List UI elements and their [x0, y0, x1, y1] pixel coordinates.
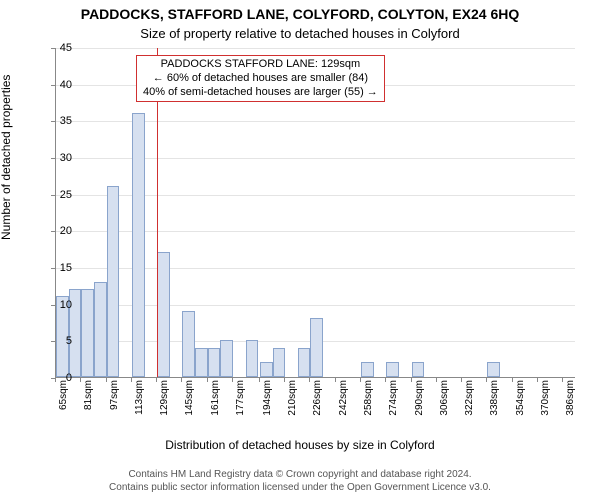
- annotation-line2: ← 60% of detached houses are smaller (84…: [143, 72, 378, 86]
- x-tick-mark: [106, 378, 107, 382]
- y-tick-mark: [51, 231, 55, 232]
- x-tick-label: 194sqm: [262, 380, 273, 430]
- histogram-bar: [220, 340, 233, 377]
- histogram-bar: [107, 186, 120, 377]
- x-tick-mark: [259, 378, 260, 382]
- histogram-bar: [195, 348, 208, 377]
- x-tick-mark: [207, 378, 208, 382]
- annotation-line3: 40% of semi-detached houses are larger (…: [143, 86, 378, 100]
- y-tick-mark: [51, 305, 55, 306]
- x-tick-label: 370sqm: [540, 380, 551, 430]
- x-tick-label: 242sqm: [338, 380, 349, 430]
- x-tick-mark: [181, 378, 182, 382]
- marker-annotation: PADDOCKS STAFFORD LANE: 129sqm ← 60% of …: [136, 55, 385, 102]
- x-axis-label: Distribution of detached houses by size …: [0, 438, 600, 452]
- x-tick-label: 113sqm: [134, 380, 145, 430]
- histogram-bar: [94, 282, 107, 377]
- x-tick-label: 81sqm: [83, 380, 94, 430]
- x-tick-mark: [537, 378, 538, 382]
- histogram-bar: [246, 340, 259, 377]
- x-tick-label: 210sqm: [287, 380, 298, 430]
- histogram-bar: [132, 113, 145, 377]
- x-tick-mark: [562, 378, 563, 382]
- y-tick-mark: [51, 195, 55, 196]
- x-tick-label: 274sqm: [388, 380, 399, 430]
- histogram-bar: [310, 318, 323, 377]
- y-tick-mark: [51, 268, 55, 269]
- x-tick-mark: [512, 378, 513, 382]
- x-tick-label: 322sqm: [464, 380, 475, 430]
- histogram-bar: [273, 348, 286, 377]
- footer-attribution: Contains HM Land Registry data © Crown c…: [0, 468, 600, 494]
- histogram-bar: [208, 348, 221, 377]
- x-tick-label: 65sqm: [58, 380, 69, 430]
- x-tick-mark: [156, 378, 157, 382]
- y-tick-mark: [51, 158, 55, 159]
- x-tick-mark: [232, 378, 233, 382]
- x-tick-label: 258sqm: [363, 380, 374, 430]
- footer-line2: Contains public sector information licen…: [0, 481, 600, 494]
- histogram-bar: [157, 252, 170, 377]
- x-tick-mark: [335, 378, 336, 382]
- chart-title: PADDOCKS, STAFFORD LANE, COLYFORD, COLYT…: [0, 6, 600, 22]
- x-tick-mark: [284, 378, 285, 382]
- x-tick-mark: [486, 378, 487, 382]
- x-tick-mark: [461, 378, 462, 382]
- x-tick-mark: [385, 378, 386, 382]
- x-tick-mark: [80, 378, 81, 382]
- histogram-bar: [361, 362, 374, 377]
- x-tick-label: 177sqm: [235, 380, 246, 430]
- histogram-bar: [412, 362, 425, 377]
- y-tick-mark: [51, 121, 55, 122]
- histogram-bar: [81, 289, 94, 377]
- x-tick-label: 354sqm: [515, 380, 526, 430]
- histogram-bar: [260, 362, 273, 377]
- x-tick-label: 386sqm: [565, 380, 576, 430]
- x-tick-label: 129sqm: [159, 380, 170, 430]
- x-tick-mark: [360, 378, 361, 382]
- x-tick-mark: [131, 378, 132, 382]
- x-tick-mark: [55, 378, 56, 382]
- histogram-bar: [487, 362, 500, 377]
- chart-subtitle: Size of property relative to detached ho…: [0, 26, 600, 41]
- x-tick-mark: [436, 378, 437, 382]
- x-tick-label: 145sqm: [184, 380, 195, 430]
- x-tick-label: 161sqm: [210, 380, 221, 430]
- histogram-bar: [182, 311, 195, 377]
- x-tick-mark: [411, 378, 412, 382]
- histogram-bar: [386, 362, 399, 377]
- annotation-line1: PADDOCKS STAFFORD LANE: 129sqm: [143, 58, 378, 72]
- y-axis-label: Number of detached properties: [0, 75, 13, 240]
- y-tick-mark: [51, 341, 55, 342]
- x-tick-label: 306sqm: [439, 380, 450, 430]
- histogram-bar: [298, 348, 311, 377]
- x-tick-label: 290sqm: [414, 380, 425, 430]
- chart-container: PADDOCKS, STAFFORD LANE, COLYFORD, COLYT…: [0, 0, 600, 500]
- x-tick-label: 338sqm: [489, 380, 500, 430]
- x-tick-label: 226sqm: [312, 380, 323, 430]
- y-tick-mark: [51, 48, 55, 49]
- x-tick-label: 97sqm: [109, 380, 120, 430]
- footer-line1: Contains HM Land Registry data © Crown c…: [0, 468, 600, 481]
- gridline: [56, 48, 575, 49]
- x-tick-mark: [309, 378, 310, 382]
- y-tick-mark: [51, 85, 55, 86]
